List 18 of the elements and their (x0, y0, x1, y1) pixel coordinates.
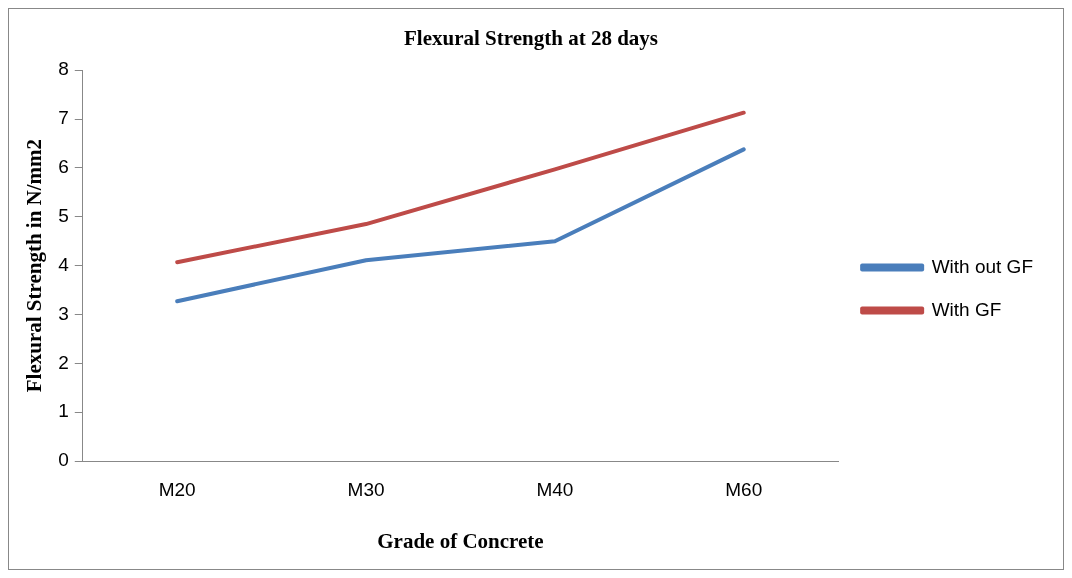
y-tick-label: 0 (58, 449, 69, 471)
y-tick-label: 5 (58, 204, 69, 226)
y-tick-label: 1 (58, 400, 69, 422)
x-tick-label: M30 (347, 478, 385, 500)
legend-label: With out GF (931, 255, 1033, 277)
chart-title: Flexural Strength at 28 days (404, 26, 658, 51)
y-tick-label: 8 (58, 58, 69, 80)
y-tick-label: 6 (58, 156, 69, 178)
x-axis-title: Grade of Concrete (377, 528, 544, 553)
x-tick-label: M60 (725, 478, 763, 500)
y-axis-title: Flexural Strength in N/mm2 (22, 138, 47, 393)
y-tick-label: 4 (58, 253, 70, 275)
legend-label: With GF (931, 298, 1002, 320)
x-tick-label: M20 (158, 478, 196, 500)
y-tick-label: 2 (58, 351, 69, 373)
y-tick-label: 3 (58, 302, 69, 324)
x-tick-label: M40 (536, 478, 574, 500)
y-tick-label: 7 (58, 107, 69, 129)
